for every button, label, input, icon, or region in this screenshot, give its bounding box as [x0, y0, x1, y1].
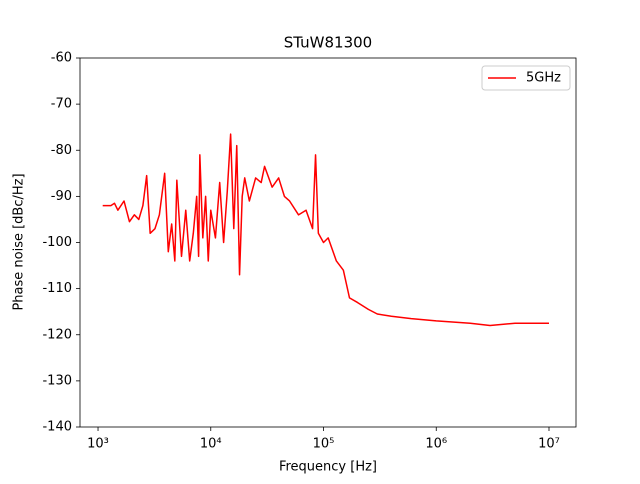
y-tick-label: -100 [42, 235, 72, 250]
plot-frame [79, 57, 577, 428]
x-tick-label: 10⁷ [538, 437, 560, 452]
y-tick-label: -110 [42, 281, 72, 296]
y-axis-label: Phase noise [dBc/Hz] [12, 173, 27, 310]
x-tick-label: 10⁴ [200, 437, 222, 452]
x-axis-label: Frequency [Hz] [279, 460, 377, 475]
y-tick-label: -120 [42, 327, 72, 342]
x-tick-label: 10⁶ [425, 437, 447, 452]
y-tick-label: -90 [51, 189, 72, 204]
x-tick-label: 10³ [87, 437, 109, 452]
x-tick-label: 10⁵ [313, 437, 335, 452]
y-tick-label: -60 [51, 51, 72, 66]
y-tick-label: -80 [51, 143, 72, 158]
legend-box [481, 65, 571, 91]
y-tick-label: -130 [42, 373, 72, 388]
line-series [102, 133, 549, 327]
chart-title: STuW81300 [284, 34, 372, 52]
legend-label: 5GHz [526, 71, 561, 86]
y-tick-label: -140 [42, 420, 72, 435]
y-tick-label: -70 [51, 97, 72, 112]
